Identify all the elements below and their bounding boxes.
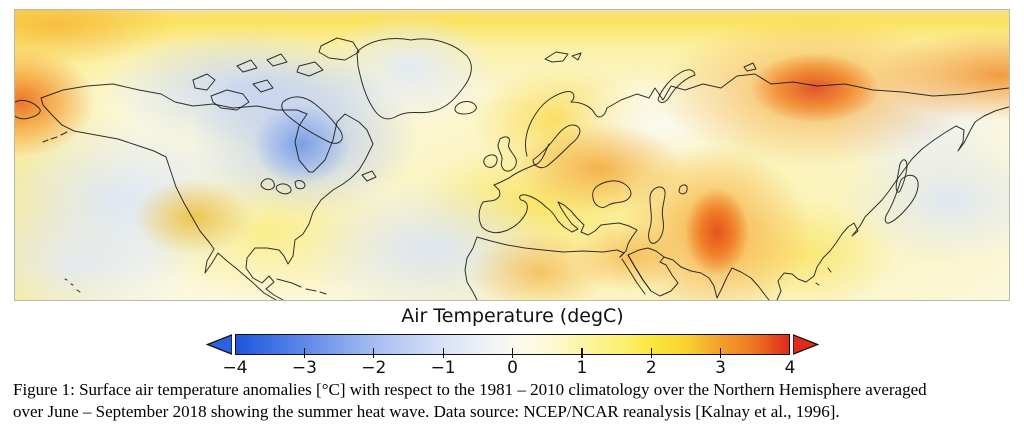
coastline-baltic	[532, 124, 581, 169]
coastline-aleutians	[42, 131, 68, 143]
coastline-arctic-archipelago	[192, 37, 360, 144]
colorbar-tick	[720, 348, 722, 358]
colorbar-tick-label: −1	[430, 358, 456, 378]
caption-line-1: Figure 1: Surface air temperature anomal…	[13, 380, 927, 399]
figure-caption: Figure 1: Surface air temperature anomal…	[13, 379, 1021, 423]
colorbar-tick	[650, 348, 652, 358]
colorbar-tick	[581, 348, 583, 358]
coastline-severnaya-zemlya	[743, 62, 757, 72]
coastline-greenland	[356, 38, 472, 120]
colorbar-tick	[511, 348, 514, 358]
coastline-eurasia-arctic	[524, 73, 1009, 157]
coastline-caribbean	[276, 278, 327, 295]
coastline-great-lakes	[260, 178, 306, 195]
colorbar-right-extend-arrow	[793, 334, 819, 355]
coastline-europe-mediterranean	[478, 143, 638, 258]
coastline-sakhalin	[895, 159, 908, 193]
caption-line-2: over June – September 2018 showing the s…	[13, 402, 840, 421]
coastline-japan	[884, 174, 919, 224]
coastline-aral-sea	[678, 184, 688, 195]
coastline-red-sea	[621, 254, 652, 295]
colorbar-tick-label: 0	[507, 358, 518, 378]
coastline-caspian-sea	[648, 186, 666, 244]
colorbar-left-extend-arrow	[206, 334, 232, 355]
colorbar-tick-label: 4	[784, 358, 796, 378]
coastline-south-asia	[663, 256, 770, 300]
coastline-iceland	[454, 101, 477, 115]
coastline-chukotka	[15, 99, 41, 120]
colorbar-tick-label: −2	[361, 358, 387, 378]
coastline-svalbard	[544, 51, 582, 63]
colorbar-tick	[442, 348, 444, 358]
colorbar-tick-label: 3	[715, 358, 726, 378]
colorbar-title: Air Temperature (degC)	[401, 305, 624, 327]
coastline-british-isles	[483, 136, 517, 172]
coastline-hawaii	[64, 278, 81, 293]
coastline-novaya-zemlya	[657, 69, 696, 104]
coastline-newfoundland	[361, 170, 377, 182]
coastline-taiwan-hainan	[815, 267, 832, 286]
colorbar-tick	[303, 348, 306, 358]
colorbar-tick-label: −3	[291, 358, 317, 378]
coastline-east-asia	[776, 106, 1009, 300]
coastline-overlay	[15, 37, 1009, 300]
map-canvas	[14, 9, 1010, 301]
colorbar-tick-label: 1	[576, 358, 588, 378]
colorbar-tick-label: 2	[645, 358, 657, 378]
coastline-africa	[464, 236, 625, 300]
coastline-black-sea	[592, 180, 632, 208]
colorbar-tick	[373, 348, 375, 358]
coastline-arabia	[627, 247, 679, 297]
colorbar-tick-label: −4	[222, 358, 248, 378]
coastline-north-america	[40, 83, 374, 300]
